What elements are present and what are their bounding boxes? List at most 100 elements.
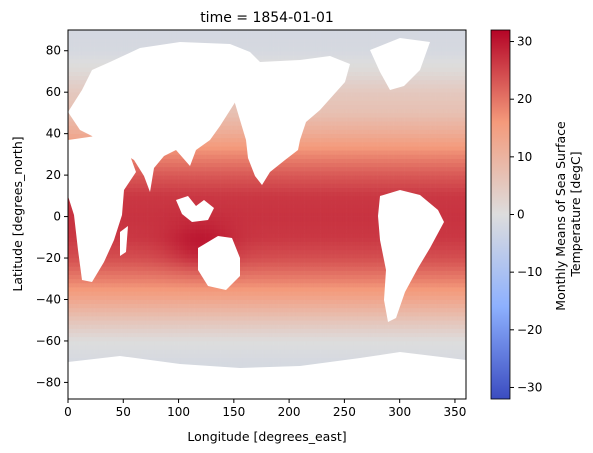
heatmap-cell: [134, 353, 137, 358]
heatmap-cell: [79, 307, 82, 313]
heatmap-cell: [205, 353, 208, 358]
heatmap-cell: [304, 299, 308, 304]
heatmap-cell: [207, 357, 210, 363]
heatmap-cell: [81, 287, 84, 292]
heatmap-cell: [134, 316, 137, 321]
heatmap-cell: [324, 332, 328, 338]
heatmap-cell: [98, 282, 102, 288]
heatmap-cell: [110, 349, 113, 354]
heatmap-cell: [236, 340, 239, 346]
heatmap-cell: [107, 295, 111, 300]
heatmap-cell: [439, 311, 443, 317]
heatmap-cell: [178, 303, 182, 309]
heatmap-cell: [346, 324, 350, 329]
heatmap-cell: [260, 320, 263, 325]
heatmap-cell: [331, 287, 334, 292]
heatmap-cell: [412, 340, 416, 346]
heatmap-cell: [105, 311, 109, 317]
heatmap-cell: [222, 340, 226, 346]
heatmap-cell: [236, 299, 239, 304]
heatmap-cell: [282, 340, 286, 346]
heatmap-cell: [92, 303, 95, 309]
heatmap-cell: [448, 295, 451, 300]
heatmap-cell: [121, 311, 124, 317]
heatmap-cell: [342, 320, 345, 325]
heatmap-cell: [406, 332, 409, 338]
heatmap-cell: [90, 336, 93, 342]
heatmap-cell: [286, 336, 290, 342]
heatmap-cell: [264, 345, 268, 350]
heatmap-cell: [328, 295, 332, 300]
heatmap-cell: [200, 316, 204, 321]
heatmap-cell: [105, 353, 109, 358]
heatmap-cell: [428, 345, 431, 350]
heatmap-cell: [74, 299, 78, 304]
heatmap-cell: [125, 345, 129, 350]
heatmap-cell: [74, 307, 78, 313]
heatmap-cell: [415, 299, 418, 304]
heatmap-cell: [156, 287, 159, 292]
heatmap-cell: [158, 357, 162, 363]
heatmap-cell: [300, 316, 303, 321]
heatmap-cell: [320, 353, 323, 358]
heatmap-cell: [218, 336, 221, 342]
heatmap-cell: [362, 299, 365, 304]
heatmap-cell: [72, 353, 75, 358]
heatmap-cell: [90, 299, 93, 304]
heatmap-cell: [262, 340, 266, 346]
heatmap-cell: [381, 336, 385, 342]
heatmap-cell: [315, 320, 319, 325]
heatmap-cell: [461, 336, 465, 342]
heatmap-cell: [293, 295, 297, 300]
heatmap-cell: [191, 320, 195, 325]
heatmap-cell: [231, 328, 235, 334]
heatmap-cell: [357, 336, 361, 342]
heatmap-cell: [185, 336, 188, 342]
heatmap-cell: [302, 291, 305, 296]
heatmap-cell: [140, 332, 144, 338]
heatmap-cell: [240, 332, 244, 338]
heatmap-cell: [253, 320, 257, 325]
heatmap-cell: [351, 316, 354, 321]
heatmap-cell: [182, 291, 186, 296]
heatmap-cell: [94, 307, 98, 313]
heatmap-cell: [251, 349, 255, 354]
heatmap-cell: [393, 332, 396, 338]
heatmap-cell: [185, 299, 188, 304]
heatmap-cell: [439, 328, 443, 334]
heatmap-cell: [406, 316, 409, 321]
heatmap-cell: [96, 295, 100, 300]
heatmap-cell: [70, 345, 73, 350]
heatmap-cell: [463, 336, 466, 342]
heatmap-cell: [255, 291, 259, 296]
heatmap-cell: [295, 340, 299, 346]
heatmap-cell: [68, 291, 71, 296]
heatmap-cell: [269, 316, 272, 321]
heatmap-cell: [443, 311, 447, 317]
heatmap-cell: [357, 320, 361, 325]
heatmap-cell: [211, 299, 215, 304]
heatmap-cell: [309, 320, 312, 325]
heatmap-cell: [198, 353, 202, 358]
heatmap-cell: [233, 291, 237, 296]
heatmap-cell: [231, 295, 235, 300]
heatmap-cell: [269, 345, 272, 350]
heatmap-cell: [324, 328, 328, 334]
heatmap-cell: [370, 328, 374, 334]
heatmap-cell: [271, 361, 274, 367]
heatmap-cell: [339, 307, 343, 313]
heatmap-cell: [337, 353, 341, 358]
heatmap-cell: [324, 287, 328, 292]
heatmap-cell: [233, 336, 237, 342]
heatmap-cell: [149, 287, 153, 292]
heatmap-cell: [331, 340, 334, 346]
heatmap-cell: [379, 320, 383, 325]
heatmap-cell: [138, 299, 142, 304]
heatmap-cell: [264, 336, 268, 342]
heatmap-cell: [180, 357, 184, 363]
heatmap-cell: [242, 303, 246, 309]
heatmap-cell: [379, 303, 383, 309]
heatmap-cell: [114, 299, 117, 304]
heatmap-cell: [198, 282, 202, 288]
